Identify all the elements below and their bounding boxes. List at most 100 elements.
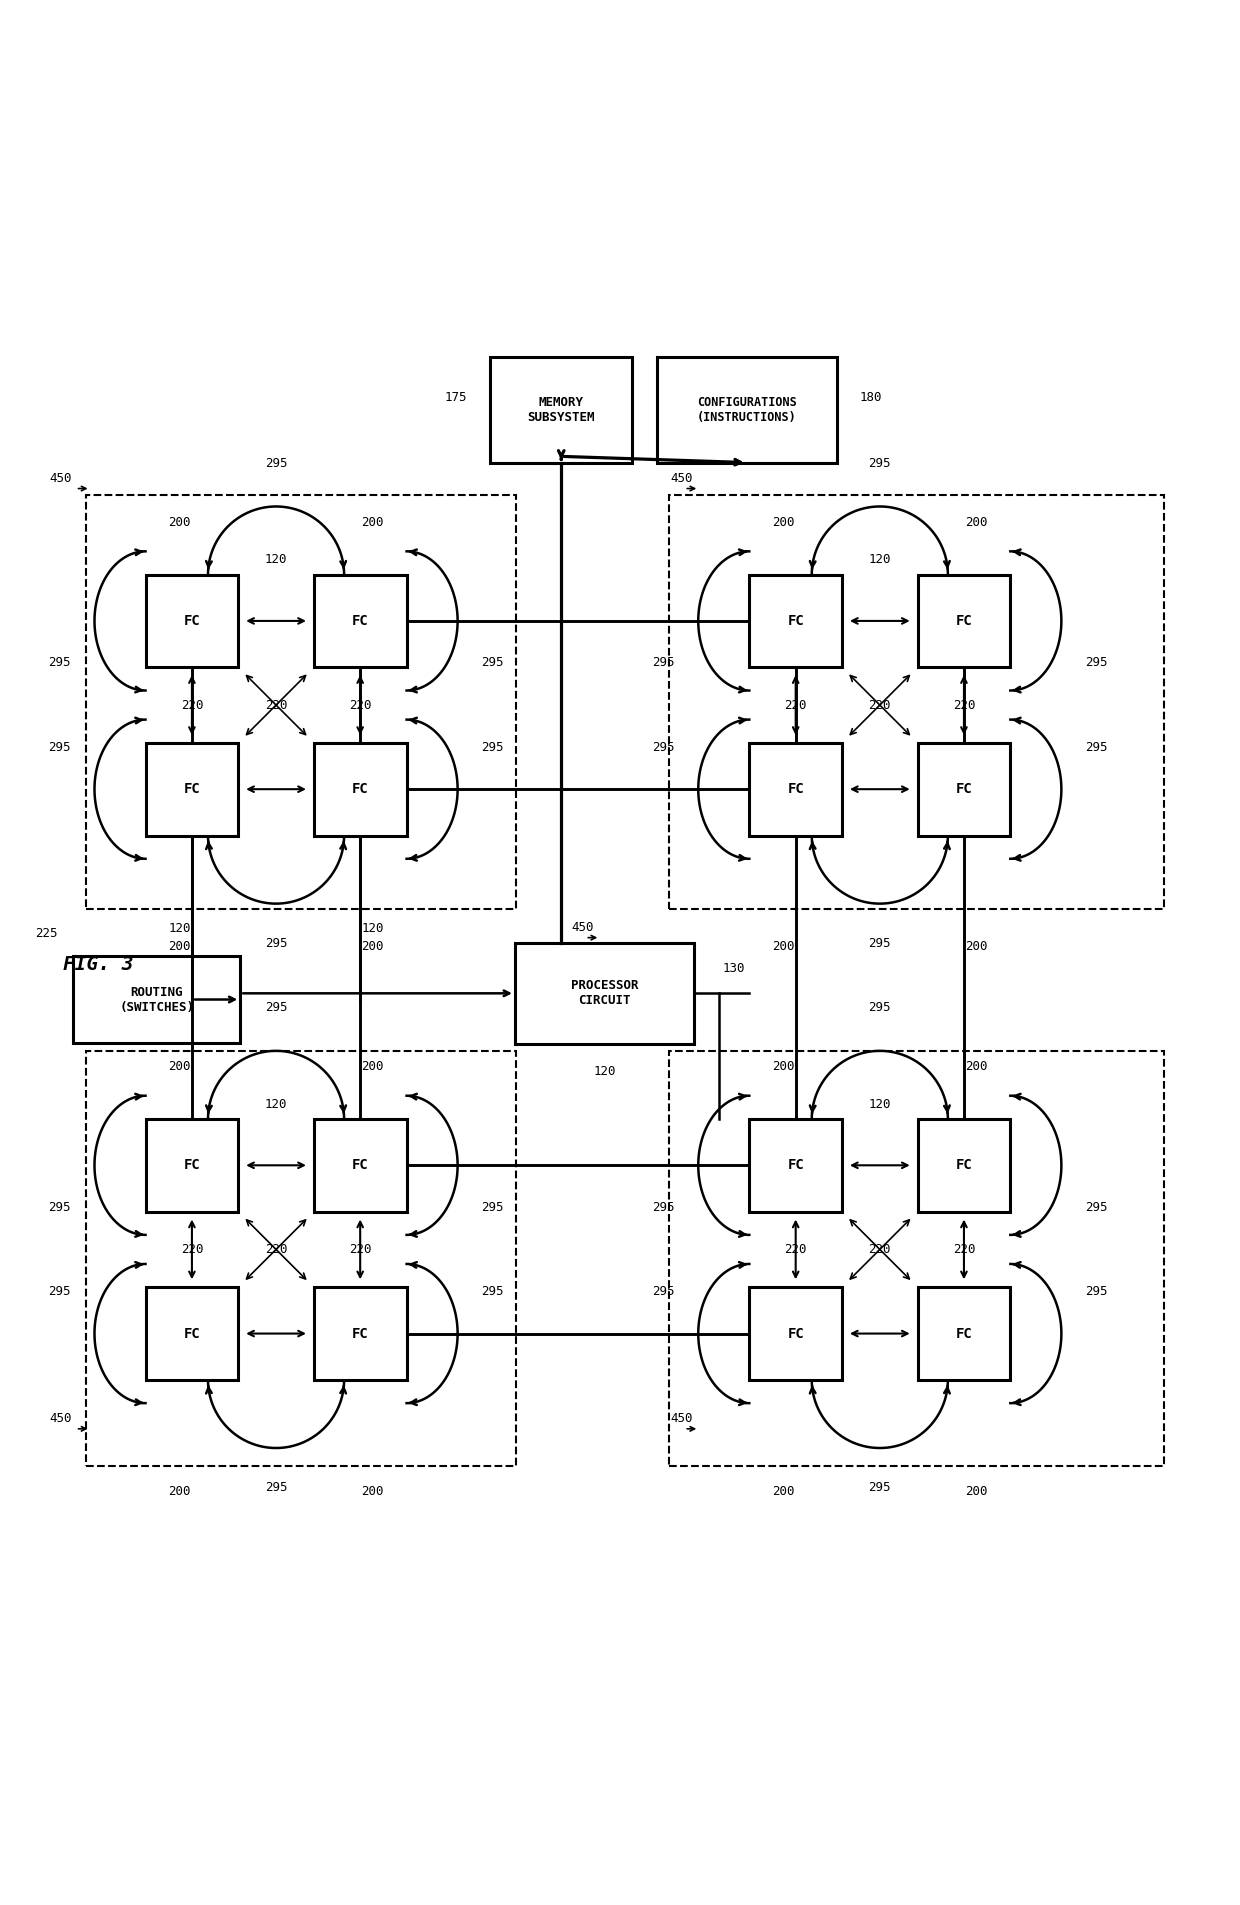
Text: 295: 295 [1085, 1200, 1107, 1213]
Text: 295: 295 [1085, 1286, 1107, 1297]
Text: 120: 120 [265, 552, 288, 566]
Text: 220: 220 [348, 1242, 372, 1255]
Text: FC: FC [352, 1158, 368, 1172]
Text: 225: 225 [35, 928, 57, 941]
Text: FC: FC [184, 783, 201, 796]
Text: 175: 175 [444, 391, 466, 404]
Text: 200: 200 [965, 1484, 987, 1497]
Text: 295: 295 [652, 741, 675, 754]
Text: 295: 295 [48, 741, 71, 754]
Bar [918, 743, 1011, 836]
Text: 295: 295 [265, 1480, 288, 1494]
Bar [918, 1288, 1011, 1379]
Text: 200: 200 [773, 1484, 795, 1497]
Text: 450: 450 [572, 922, 594, 933]
Bar [515, 943, 694, 1044]
Text: 450: 450 [50, 472, 72, 486]
Bar [314, 743, 407, 836]
Text: 200: 200 [965, 516, 987, 530]
Text: 295: 295 [652, 657, 675, 669]
Bar [145, 1288, 238, 1379]
Text: FIG. 3: FIG. 3 [63, 956, 134, 973]
Text: 200: 200 [361, 941, 384, 952]
Bar [73, 956, 241, 1042]
Text: PROCESSOR
CIRCUIT: PROCESSOR CIRCUIT [570, 979, 639, 1008]
Text: 130: 130 [723, 962, 745, 975]
Text: 295: 295 [265, 457, 288, 471]
Text: 120: 120 [169, 922, 191, 935]
Text: 220: 220 [785, 699, 807, 712]
Text: 200: 200 [773, 1061, 795, 1073]
Bar [670, 1052, 1164, 1467]
Text: 200: 200 [361, 1061, 384, 1073]
Text: FC: FC [184, 1158, 201, 1172]
Text: 295: 295 [265, 1000, 288, 1013]
Text: 295: 295 [868, 937, 892, 951]
Text: CONFIGURATIONS
(INSTRUCTIONS): CONFIGURATIONS (INSTRUCTIONS) [697, 396, 796, 425]
Text: 295: 295 [48, 657, 71, 669]
Text: 120: 120 [265, 1097, 288, 1111]
Text: 220: 220 [868, 1242, 892, 1255]
Text: 180: 180 [859, 391, 883, 404]
Bar [749, 743, 842, 836]
Text: 200: 200 [169, 516, 191, 530]
Text: 295: 295 [1085, 741, 1107, 754]
Text: MEMORY
SUBSYSTEM: MEMORY SUBSYSTEM [527, 396, 595, 425]
Bar [145, 575, 238, 667]
Text: 200: 200 [361, 516, 384, 530]
Bar [490, 358, 632, 463]
Bar [670, 495, 1164, 909]
Bar [86, 1052, 516, 1467]
Text: 200: 200 [169, 1484, 191, 1497]
Text: 295: 295 [481, 741, 503, 754]
Text: FC: FC [184, 1326, 201, 1341]
Bar [749, 1288, 842, 1379]
Text: 295: 295 [481, 1286, 503, 1297]
Text: FC: FC [787, 1326, 804, 1341]
Text: 295: 295 [652, 1286, 675, 1297]
Text: ROUTING
(SWITCHES): ROUTING (SWITCHES) [119, 985, 195, 1013]
Text: 450: 450 [671, 472, 693, 486]
Text: 220: 220 [348, 699, 372, 712]
Text: 220: 220 [265, 699, 288, 712]
Text: 220: 220 [868, 699, 892, 712]
Text: 295: 295 [652, 1200, 675, 1213]
Text: 295: 295 [48, 1286, 71, 1297]
Bar [749, 575, 842, 667]
Text: 450: 450 [671, 1412, 693, 1425]
Text: 200: 200 [773, 516, 795, 530]
Text: 220: 220 [952, 699, 975, 712]
Text: 450: 450 [50, 1412, 72, 1425]
Text: 200: 200 [965, 941, 987, 952]
Text: FC: FC [787, 1158, 804, 1172]
Text: FC: FC [787, 613, 804, 629]
Text: 295: 295 [481, 657, 503, 669]
Text: 295: 295 [48, 1200, 71, 1213]
Text: 220: 220 [785, 1242, 807, 1255]
Text: 120: 120 [868, 552, 892, 566]
Text: FC: FC [956, 1158, 972, 1172]
Text: 295: 295 [481, 1200, 503, 1213]
Text: 220: 220 [265, 1242, 288, 1255]
Text: 200: 200 [773, 941, 795, 952]
Text: FC: FC [956, 783, 972, 796]
Bar [918, 1118, 1011, 1212]
Text: 295: 295 [265, 937, 288, 951]
Bar [314, 1118, 407, 1212]
Bar [749, 1118, 842, 1212]
Bar [86, 495, 516, 909]
Text: 200: 200 [965, 1061, 987, 1073]
Bar [145, 743, 238, 836]
Text: FC: FC [184, 613, 201, 629]
Text: 220: 220 [181, 1242, 203, 1255]
Text: FC: FC [352, 613, 368, 629]
Text: 200: 200 [169, 941, 191, 952]
Text: 220: 220 [181, 699, 203, 712]
Text: 295: 295 [868, 1000, 892, 1013]
Bar [657, 358, 837, 463]
Bar [145, 1118, 238, 1212]
Text: 200: 200 [169, 1061, 191, 1073]
Text: 295: 295 [1085, 657, 1107, 669]
Text: 295: 295 [868, 457, 892, 471]
Bar [314, 1288, 407, 1379]
